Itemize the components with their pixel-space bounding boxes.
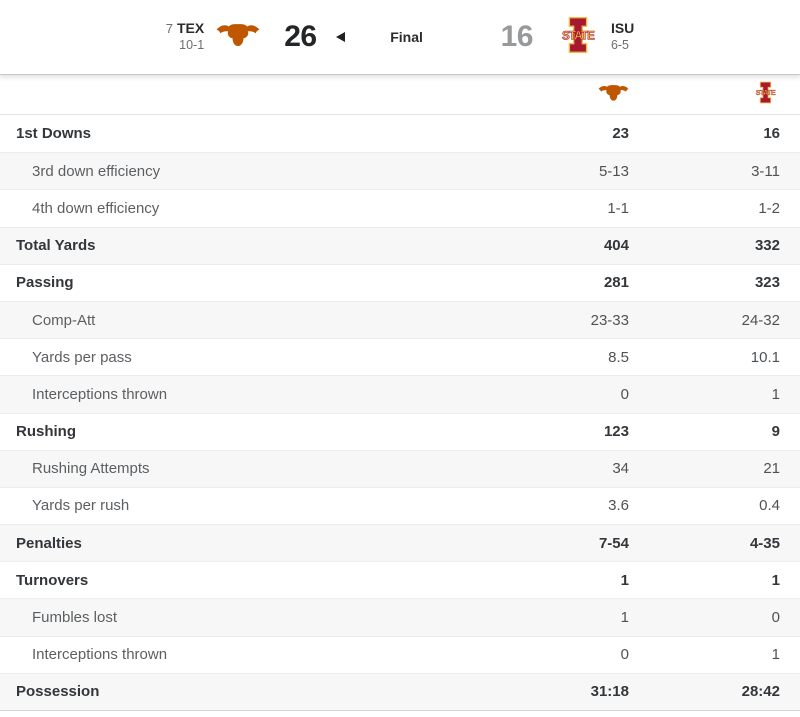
stat-row: Rushing 123 9 xyxy=(0,412,800,450)
stat-value-home: 10.1 xyxy=(750,348,780,366)
stat-row: Interceptions thrown 0 1 xyxy=(0,375,800,413)
stat-value-home: 1 xyxy=(771,646,780,664)
stat-row: 4th down efficiency 1-1 1-2 xyxy=(0,189,800,226)
stat-value-away: 404 xyxy=(603,237,629,255)
away-team-record: 10-1 xyxy=(179,38,205,52)
texas-longhorns-logo-icon xyxy=(216,21,260,53)
stat-value-home: 4-35 xyxy=(749,534,780,552)
away-team-rank: 7 xyxy=(165,21,173,36)
stat-row: Passing 281 323 xyxy=(0,263,800,301)
stat-value-home: 1-2 xyxy=(758,199,780,217)
stat-value-home: 1 xyxy=(771,385,780,403)
away-team-meta: 7 TEX 10-1 xyxy=(166,20,204,54)
away-team-score: 26 xyxy=(284,20,317,53)
home-column-header: STATE xyxy=(629,81,780,109)
svg-text:STATE: STATE xyxy=(562,29,595,42)
stat-value-home: 9 xyxy=(771,423,780,441)
away-team-abbrev: TEX xyxy=(176,20,205,36)
stat-value-home: 0.4 xyxy=(759,497,780,515)
stat-label: Penalties xyxy=(16,534,82,552)
stat-row: 1st Downs 23 16 xyxy=(0,115,800,152)
away-team-block: 7 TEX 10-1 26 xyxy=(166,20,317,54)
stat-row: 3rd down efficiency 5-13 3-11 xyxy=(0,152,800,190)
scoreboard-center: Final xyxy=(317,17,497,57)
home-team-meta: ISU 6-5 xyxy=(611,20,634,54)
stat-value-away: 23-33 xyxy=(590,311,629,329)
stat-label: Rushing Attempts xyxy=(32,460,150,478)
texas-longhorns-small-logo-icon xyxy=(598,83,629,107)
stat-value-away: 1 xyxy=(620,609,629,627)
stat-value-away: 7-54 xyxy=(598,534,629,552)
stat-value-away: 1-1 xyxy=(607,199,629,217)
stat-label: Comp-Att xyxy=(32,311,96,329)
stat-row: Total Yards 404 332 xyxy=(0,226,800,264)
stat-label: Interceptions thrown xyxy=(32,646,168,664)
stat-value-home: 28:42 xyxy=(741,683,780,701)
stat-label: 1st Downs xyxy=(16,125,92,143)
stat-label: 4th down efficiency xyxy=(32,199,160,217)
stat-value-home: 16 xyxy=(763,125,780,143)
stat-label: Fumbles lost xyxy=(32,609,118,627)
stat-label: Possession xyxy=(16,683,100,701)
iowa-state-small-logo-icon: STATE xyxy=(754,81,780,109)
stat-value-home: 24-32 xyxy=(741,311,780,329)
scoreboard-header[interactable]: 7 TEX 10-1 26 Final 16 STATE ISU 6-5 xyxy=(0,0,800,75)
stat-value-home: 323 xyxy=(754,274,780,292)
stat-label: Rushing xyxy=(16,423,76,441)
stat-row: Possession 31:18 28:42 xyxy=(0,672,800,710)
stat-value-home: 3-11 xyxy=(751,162,780,180)
stat-value-away: 23 xyxy=(612,125,629,143)
stat-value-home: 21 xyxy=(763,460,780,478)
stat-label: Yards per pass xyxy=(32,348,132,366)
home-team-abbrev: ISU xyxy=(610,20,635,36)
stats-rows: 1st Downs 23 16 3rd down efficiency 5-13 3-11… xyxy=(0,115,800,710)
stat-label: Turnovers xyxy=(16,571,89,589)
stat-value-home: 1 xyxy=(771,571,780,589)
stat-value-away: 3.6 xyxy=(608,497,629,515)
stat-row: Penalties 7-54 4-35 xyxy=(0,524,800,562)
stat-value-away: 123 xyxy=(603,423,629,441)
stat-value-away: 1 xyxy=(620,571,629,589)
stat-value-away: 31:18 xyxy=(590,683,629,701)
stat-label: Passing xyxy=(16,274,74,292)
stat-value-home: 332 xyxy=(754,237,780,255)
stats-header-row: STATE xyxy=(0,75,800,115)
stat-label: 3rd down efficiency xyxy=(32,162,161,180)
stat-value-away: 0 xyxy=(620,646,629,664)
away-column-header xyxy=(539,83,629,107)
stat-value-away: 34 xyxy=(612,460,629,478)
stat-row: Fumbles lost 1 0 xyxy=(0,598,800,636)
home-team-name-line: ISU xyxy=(611,20,634,37)
stat-label: Yards per rush xyxy=(32,497,130,515)
stat-row: Turnovers 1 1 xyxy=(0,561,800,598)
stat-row: Yards per pass 8.5 10.1 xyxy=(0,338,800,375)
stat-row: Rushing Attempts 34 21 xyxy=(0,449,800,487)
home-team-score: 16 xyxy=(500,20,534,53)
away-team-name-line: 7 TEX xyxy=(166,20,204,37)
stat-value-home: 0 xyxy=(771,609,780,627)
stat-label: Total Yards xyxy=(16,237,96,255)
stat-value-away: 5-13 xyxy=(598,162,629,180)
stat-value-away: 8.5 xyxy=(608,348,629,366)
stat-row: Comp-Att 23-33 24-32 xyxy=(0,300,800,339)
stat-value-away: 0 xyxy=(620,385,629,403)
team-stats-table: STATE 1st Downs 23 16 3rd down efficiency 5-… xyxy=(0,75,800,711)
svg-text:STATE: STATE xyxy=(756,90,776,97)
winner-indicator-icon xyxy=(335,32,345,42)
game-status: Final xyxy=(390,29,423,45)
home-team-record: 6-5 xyxy=(610,38,630,52)
iowa-state-logo-icon: STATE xyxy=(559,16,597,59)
stat-value-away: 281 xyxy=(603,274,629,292)
stat-row: Yards per rush 3.6 0.4 xyxy=(0,486,800,524)
stat-row: Interceptions thrown 0 1 xyxy=(0,635,800,673)
home-team-block: 16 STATE ISU 6-5 xyxy=(497,16,634,59)
stat-label: Interceptions thrown xyxy=(32,385,168,403)
